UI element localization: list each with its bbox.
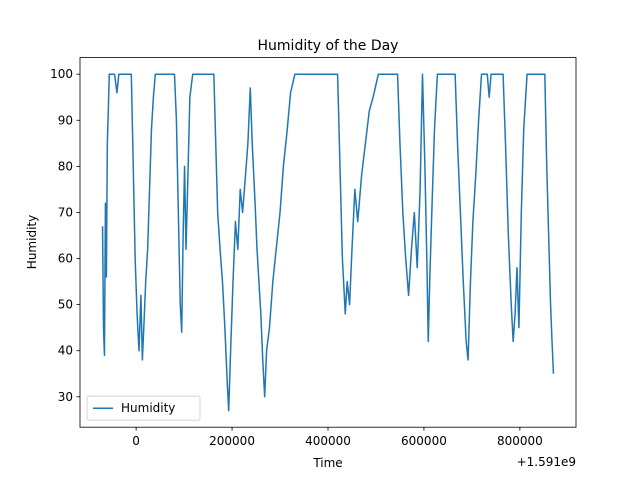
y-tick-label: 50 [58,298,73,312]
y-axis-label: Humidity [25,215,39,269]
y-tick-label: 30 [58,390,73,404]
y-tick-label: 40 [58,344,73,358]
y-tick-label: 90 [58,113,73,127]
y-tick-label: 60 [58,252,73,266]
y-tick-label: 70 [58,205,73,219]
y-tick-label: 100 [50,67,73,81]
x-tick-label: 0 [132,434,140,448]
legend-label: Humidity [121,401,175,415]
axes-frame [79,57,577,428]
legend-box [86,395,201,421]
data-line [101,73,555,412]
x-axis-label: Time [312,456,342,470]
y-tick-label: 80 [58,159,73,173]
x-offset-label: +1.591e9 [517,455,576,469]
x-tick-label: 400000 [305,434,351,448]
x-tick-label: 200000 [209,434,255,448]
x-tick-label: 800000 [497,434,543,448]
x-tick-label: 600000 [401,434,447,448]
chart-title: Humidity of the Day [258,38,399,54]
